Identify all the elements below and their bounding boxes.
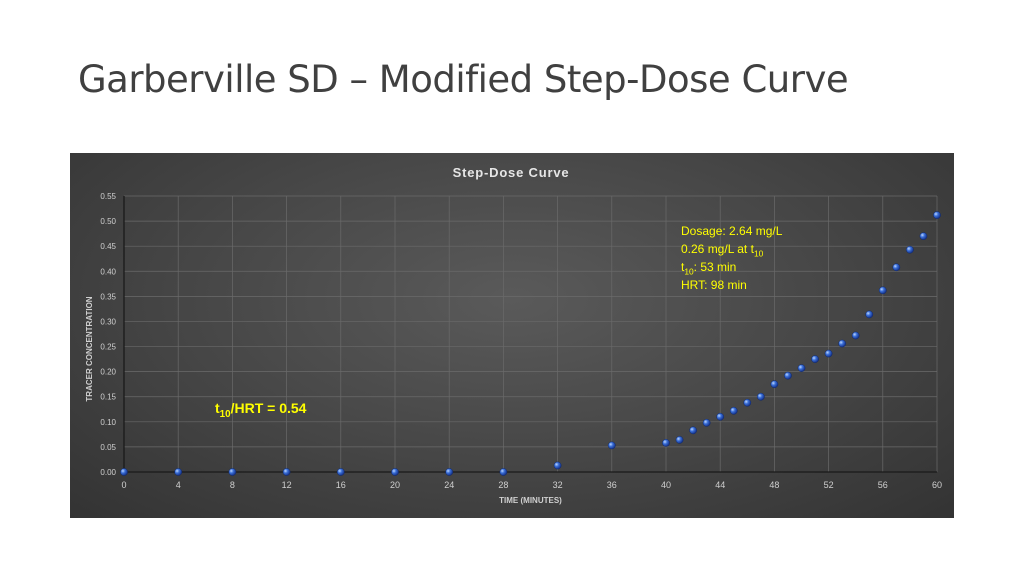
y-tick-label: 0.30 (100, 317, 116, 326)
x-tick-label: 16 (336, 480, 346, 490)
y-tick-label: 0.35 (100, 292, 116, 301)
y-axis-label: TRACER CONCENTRATION (85, 296, 94, 401)
dosage-annotation-line: Dosage: 2.64 mg/L (681, 224, 783, 238)
slide-title: Garberville SD – Modified Step-Dose Curv… (78, 58, 849, 101)
data-point (784, 371, 792, 380)
y-tick-label: 0.00 (100, 468, 116, 477)
data-point (391, 468, 399, 476)
data-point (607, 441, 616, 450)
gridlines (123, 195, 938, 473)
data-point (445, 468, 454, 476)
y-tick-label: 0.20 (100, 368, 116, 377)
data-point (824, 349, 833, 358)
step-dose-chart: 0 4 8 12 16 20 24 28 32 36 40 44 48 52 56 600.000.050.1… (85, 165, 942, 505)
data-point (757, 392, 765, 401)
axes (123, 196, 937, 473)
y-tick-label: 0.55 (100, 192, 116, 201)
y-tick-label: 0.45 (100, 242, 116, 251)
x-tick-label: 24 (444, 480, 454, 490)
y-tick-label: 0.50 (100, 217, 116, 226)
x-tick-label: 32 (553, 480, 563, 490)
chart-labels: 0 4 8 12 16 20 24 28 32 36 40 44 48 52 56 600.000.050.1… (85, 165, 942, 505)
data-point (174, 468, 183, 476)
dosage-annotation-line: HRT: 98 min (681, 278, 747, 292)
x-tick-label: 40 (661, 480, 671, 490)
data-point (716, 412, 725, 421)
x-tick-label: 28 (498, 480, 508, 490)
data-point (120, 468, 128, 476)
data-point (282, 468, 291, 476)
chart-panel: 0 4 8 12 16 20 24 28 32 36 40 44 48 52 56 60 0.00 0.05 0.1… (70, 153, 954, 518)
x-tick-label: 44 (715, 480, 725, 490)
y-tick-label: 0.15 (100, 393, 116, 402)
x-tick-label: 4 (176, 480, 181, 490)
x-tick-label: 56 (878, 480, 888, 490)
data-point (336, 468, 345, 476)
data-point (878, 286, 887, 295)
x-tick-label: 8 (230, 480, 235, 490)
data-point (499, 468, 508, 476)
data-point (743, 398, 752, 407)
data-point (702, 418, 711, 427)
data-point (851, 331, 860, 340)
data-point (729, 406, 738, 415)
chart-title: Step-Dose Curve (453, 165, 570, 180)
data-point (906, 245, 914, 254)
y-tick-label: 0.40 (100, 267, 116, 276)
x-tick-label: 0 (121, 480, 126, 490)
y-tick-label: 0.25 (100, 343, 116, 352)
x-tick-label: 52 (824, 480, 834, 490)
x-axis-label: TIME (MINUTES) (499, 496, 562, 505)
x-tick-label: 48 (769, 480, 779, 490)
data-point (892, 263, 901, 272)
data-point (770, 380, 779, 389)
data-point (797, 364, 806, 372)
dosage-annotation-line: 0.26 mg/L at t10 (681, 242, 764, 259)
y-tick-label: 0.05 (100, 443, 116, 452)
y-tick-label: 0.10 (100, 418, 116, 427)
data-point (865, 310, 874, 319)
data-point (228, 468, 237, 476)
data-point (662, 439, 670, 447)
x-tick-label: 60 (932, 480, 942, 490)
x-tick-label: 36 (607, 480, 617, 490)
x-tick-label: 20 (390, 480, 400, 490)
x-tick-label: 12 (282, 480, 292, 490)
data-point (811, 355, 819, 363)
data-point (553, 461, 562, 470)
data-point (838, 339, 847, 348)
data-point (933, 211, 941, 219)
data-point (689, 426, 697, 435)
data-point (675, 436, 684, 444)
ratio-annotation: t10/HRT = 0.54 (215, 400, 307, 420)
data-points (120, 211, 941, 476)
data-point (919, 232, 928, 240)
dosage-annotation-line: t10: 53 min (681, 260, 736, 277)
